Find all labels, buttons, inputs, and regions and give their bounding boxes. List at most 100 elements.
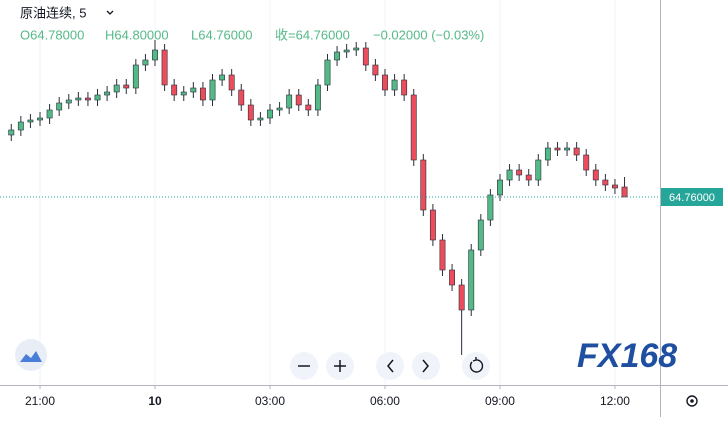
candle-body	[37, 117, 43, 121]
candle-body	[324, 59, 331, 86]
candle-body	[353, 47, 360, 51]
scroll-right-button[interactable]	[412, 352, 440, 380]
last-price-label: 64.76000	[669, 192, 715, 204]
candles	[8, 40, 628, 355]
candle-body	[84, 97, 91, 101]
candle-body	[27, 119, 34, 123]
candle-body	[429, 209, 436, 241]
candle-body	[267, 109, 273, 119]
candle-body	[113, 84, 120, 93]
candle-body	[314, 84, 321, 111]
candle-body	[219, 74, 226, 81]
candle-body	[334, 51, 341, 61]
symbol-title: 原油连续, 5	[20, 5, 86, 20]
candle-body	[295, 94, 302, 106]
button-bg	[462, 352, 490, 380]
candle-body	[142, 59, 149, 66]
button-bg	[412, 352, 440, 380]
candle-body	[592, 169, 599, 181]
ohlc-low: L64.76000	[191, 27, 252, 42]
ohlc-change: −0.02000 (−0.03%)	[373, 27, 484, 42]
candle-body	[612, 184, 618, 189]
candle-body	[564, 147, 570, 151]
candle-body	[238, 89, 245, 106]
candle-body	[190, 87, 197, 93]
candle-body	[8, 129, 15, 136]
reset-button[interactable]	[462, 352, 490, 380]
x-tick-label: 06:00	[370, 394, 400, 408]
candle-body	[449, 269, 455, 286]
candle-body	[65, 99, 72, 104]
candle-body	[152, 49, 158, 61]
x-tick-label: 10	[148, 394, 162, 408]
candle-body	[583, 154, 590, 171]
candle-body	[171, 84, 178, 96]
ohlc-high: H64.80000	[105, 27, 169, 42]
x-tick-label: 03:00	[255, 394, 285, 408]
candle-body	[161, 49, 168, 86]
candle-body	[104, 91, 111, 96]
x-tick-label: 12:00	[600, 394, 630, 408]
button-icon	[686, 395, 698, 407]
candle-body	[458, 284, 465, 311]
candle-body	[516, 169, 523, 176]
candle-body	[75, 97, 82, 101]
candle-body	[123, 84, 130, 89]
button-icon	[20, 351, 42, 362]
candle-body	[497, 179, 503, 196]
candle-body	[439, 239, 446, 271]
candle-body	[410, 94, 417, 161]
candle-body	[573, 147, 580, 156]
watermark-logo: FX168	[577, 337, 677, 375]
zoom-in-button[interactable]	[326, 352, 354, 380]
candle-body	[199, 87, 206, 101]
button-bg	[15, 339, 47, 371]
candle-body	[257, 117, 264, 121]
candle-body	[132, 64, 139, 89]
button-icon	[469, 357, 484, 373]
candle-body	[46, 109, 53, 119]
zoom-out-button[interactable]	[290, 352, 318, 380]
button-icon	[422, 359, 429, 373]
candle-body	[247, 104, 254, 121]
last-price-tag	[661, 188, 723, 206]
candle-body	[525, 174, 532, 181]
x-tick-label: 21:00	[25, 394, 55, 408]
candle-body	[602, 179, 609, 186]
candle-body	[228, 74, 235, 91]
candle-body	[554, 147, 561, 151]
candle-body	[391, 79, 398, 91]
candle-body	[420, 159, 427, 211]
candle-body	[382, 74, 388, 91]
button-icon	[690, 399, 694, 403]
candle-body	[487, 194, 494, 221]
candle-body	[180, 91, 187, 96]
scroll-left-button[interactable]	[376, 352, 404, 380]
candle-body	[17, 121, 24, 131]
candle-body	[343, 49, 350, 53]
settings-button[interactable]	[686, 395, 698, 407]
button-icon	[334, 360, 346, 372]
candle-body	[372, 64, 379, 76]
candle-body	[362, 47, 369, 66]
candle-body	[209, 79, 216, 101]
candle-body	[286, 94, 293, 109]
candle-body	[305, 104, 312, 111]
x-tick-label: 09:00	[485, 394, 515, 408]
ohlc-open: O64.78000	[20, 27, 84, 42]
candle-body	[477, 219, 484, 251]
chart-type-button[interactable]	[15, 339, 47, 371]
candle-body	[56, 102, 63, 111]
candle-body	[94, 94, 101, 101]
candle-body	[506, 169, 513, 181]
button-icon	[387, 359, 394, 373]
candle-body	[621, 186, 628, 198]
dropdown-icon[interactable]	[106, 10, 114, 15]
button-bg	[376, 352, 404, 380]
candle-body	[544, 147, 551, 161]
candle-body	[276, 107, 283, 111]
ohlc-close: 收=64.76000	[275, 27, 350, 42]
